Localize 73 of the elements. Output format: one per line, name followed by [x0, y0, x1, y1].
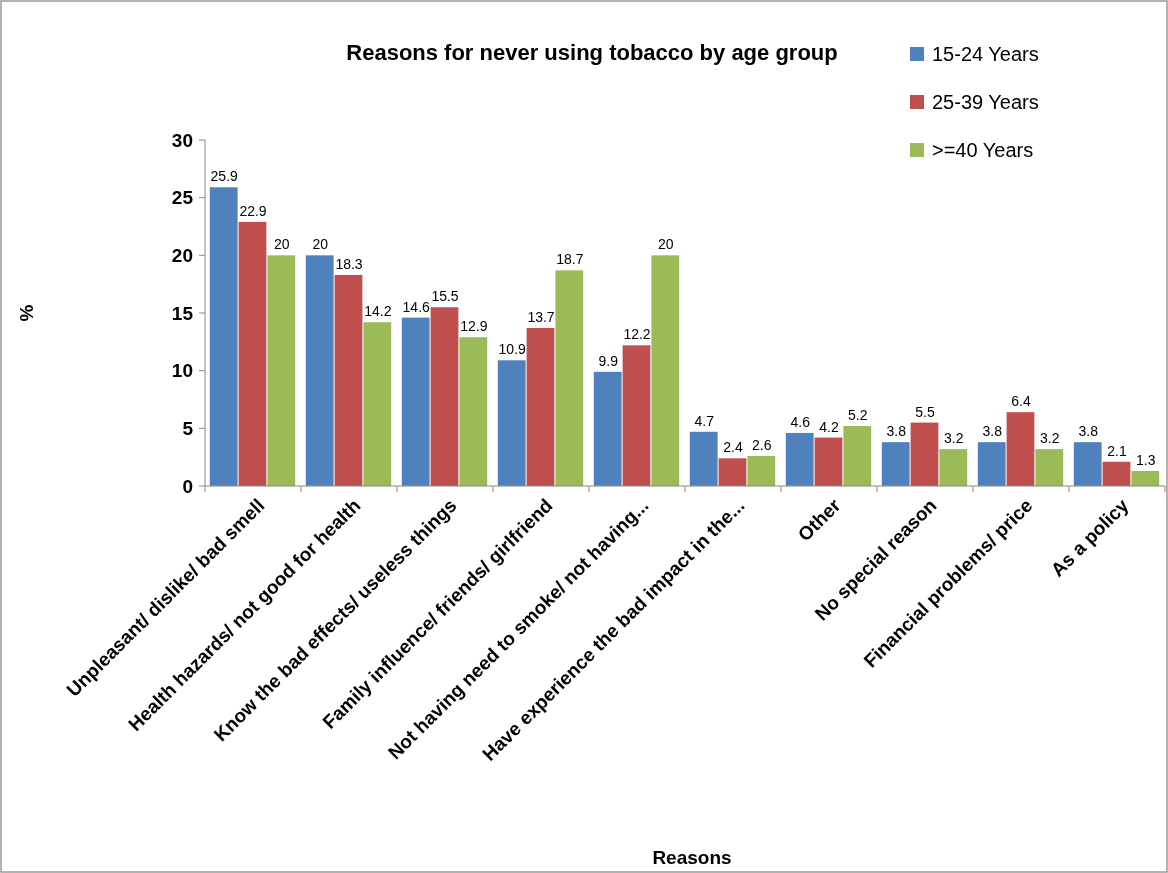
data-label: 2.4 — [723, 439, 743, 456]
bar — [1073, 442, 1102, 486]
bar — [555, 270, 584, 486]
data-label: 14.2 — [364, 303, 392, 320]
data-label: 4.6 — [790, 413, 811, 430]
bar — [209, 187, 238, 486]
bar — [1035, 449, 1064, 486]
bar — [689, 431, 718, 486]
data-label: 2.1 — [1107, 442, 1127, 459]
bar — [305, 255, 334, 486]
legend-label: 25-39 Years — [932, 91, 1039, 113]
data-label: 6.4 — [1011, 393, 1031, 410]
legend-label: >=40 Years — [932, 139, 1034, 161]
data-label: 22.9 — [239, 202, 267, 219]
data-label: 20 — [658, 236, 674, 253]
data-label: 25.9 — [210, 168, 239, 185]
bar — [651, 255, 680, 486]
bar — [334, 274, 363, 486]
bar — [459, 337, 488, 486]
y-tick-label: 10 — [171, 360, 193, 382]
data-label: 14.6 — [402, 298, 431, 315]
data-label: 13.7 — [527, 308, 555, 325]
bar — [238, 221, 267, 486]
data-label: 5.2 — [848, 407, 868, 424]
y-tick-label: 25 — [171, 187, 194, 209]
data-label: 20 — [312, 236, 329, 253]
y-tick-label: 30 — [171, 129, 193, 151]
bar — [1131, 471, 1160, 486]
data-label: 4.7 — [694, 412, 715, 429]
bar — [785, 432, 814, 486]
y-tick-label: 15 — [171, 302, 194, 324]
data-label: 12.9 — [460, 318, 488, 335]
data-label: 4.2 — [819, 418, 839, 435]
data-label: 3.8 — [886, 423, 907, 440]
data-label: 5.5 — [915, 403, 935, 420]
y-tick-label: 5 — [182, 417, 194, 439]
bar — [622, 345, 651, 486]
bar — [267, 255, 296, 486]
data-label: 15.5 — [431, 288, 459, 305]
bar — [977, 442, 1006, 486]
data-label: 9.9 — [598, 352, 619, 369]
data-label: 3.8 — [1078, 423, 1099, 440]
data-label: 18.3 — [335, 255, 363, 272]
bar — [747, 456, 776, 486]
bar — [939, 449, 968, 486]
data-label: 18.7 — [556, 251, 584, 268]
y-axis-title: % — [16, 304, 37, 322]
bar — [718, 458, 747, 486]
data-label: 3.8 — [982, 423, 1003, 440]
bar — [526, 327, 555, 486]
bar — [363, 322, 392, 486]
bar — [1102, 461, 1131, 486]
data-label: 2.6 — [752, 437, 772, 454]
data-label: 10.9 — [498, 341, 527, 358]
data-label: 3.2 — [944, 430, 964, 447]
bar — [881, 442, 910, 486]
bar — [910, 422, 939, 486]
bar — [497, 360, 526, 486]
data-label: 1.3 — [1136, 452, 1156, 469]
y-tick-label: 0 — [182, 475, 193, 497]
bar — [430, 307, 459, 486]
bar — [814, 437, 843, 486]
chart-title: Reasons for never using tobacco by age group — [346, 40, 838, 65]
bar — [401, 317, 430, 486]
data-label: 20 — [274, 236, 290, 253]
y-tick-label: 20 — [171, 244, 193, 266]
data-label: 12.2 — [623, 326, 651, 343]
x-axis-title: Reasons — [652, 847, 732, 868]
data-label: 3.2 — [1040, 430, 1060, 447]
legend-label: 15-24 Years — [932, 43, 1039, 65]
bar — [593, 371, 622, 486]
bar — [1006, 412, 1035, 486]
bar — [843, 426, 872, 486]
